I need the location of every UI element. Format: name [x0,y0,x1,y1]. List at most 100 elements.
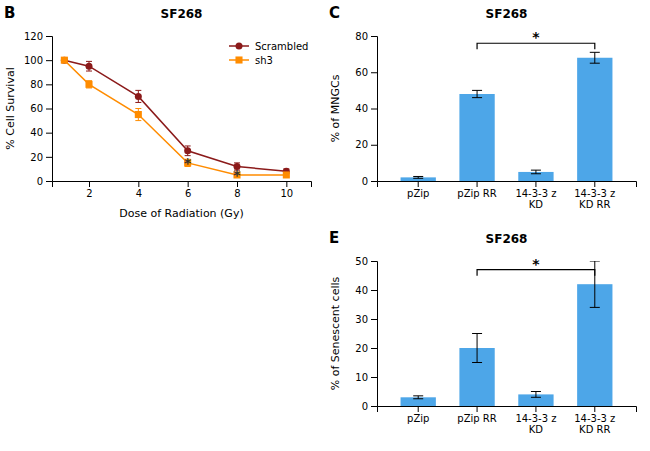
tick-label: 20 [30,152,43,163]
tick-label: 80 [30,79,43,90]
tick-label: 80 [355,31,368,42]
error-cap [590,261,600,262]
tick: 40 [355,103,377,114]
marker [61,57,68,64]
tick-mark [371,290,377,291]
tick-mark [46,133,52,134]
tick-mark [371,348,377,349]
error-bar [472,334,482,363]
tick: 2 [86,181,92,199]
error-cap [472,362,482,363]
tick-label: 40 [355,285,368,296]
tick: 0 [362,401,377,412]
error-cap [531,391,541,392]
error-cap [413,395,423,396]
marker [86,63,93,70]
tick-label: 60 [30,103,43,114]
error-bar [531,392,541,398]
axis-line [378,182,637,188]
axis-line [46,37,53,182]
tick: 10 [280,181,293,199]
panel-label: E [329,229,339,247]
tick: 8 [234,181,240,199]
legend-item: sh3 [229,55,273,66]
axis-line [371,262,378,407]
error-cap [531,173,541,174]
bar [401,177,436,181]
error-cap [413,176,423,177]
y-axis-label: % of MNGCs [329,74,342,142]
tick: pZip [407,406,429,424]
tick-label: 4 [136,188,142,199]
error-cap [472,333,482,334]
tick-mark [89,181,90,187]
tick: 40 [355,285,377,296]
tick-mark [418,406,419,412]
tick-mark [594,181,595,187]
error-bar [590,52,600,63]
legend-item: Scrambled [229,41,308,52]
error-line [477,90,478,97]
tick-mark [46,157,52,158]
tick-label: 0 [362,176,368,187]
tick-mark [535,406,536,412]
y-axis-label: % Cell Survival [4,67,17,149]
line [64,60,286,171]
tick-label: 14-3-3 zKD [515,188,556,210]
annotation: * [184,155,192,171]
tick-label: 14-3-3 zKD RR [574,413,615,435]
tick-mark [286,181,287,187]
marker [283,171,290,178]
panel: 020406080pZippZip RR14-3-3 zKD14-3-3 zKD… [329,4,637,210]
tick-label: 0 [37,176,43,187]
error-bar [413,176,423,178]
tick-mark [371,36,377,37]
error-bar [590,261,600,307]
tick: 20 [30,152,52,163]
title: SF268 [486,232,528,246]
tick: pZip RR [457,181,496,199]
plot-area: 020406080pZippZip RR14-3-3 zKD14-3-3 zKD… [355,29,636,210]
tick-label: 10 [280,188,293,199]
error-cap [135,120,141,121]
y-axis: 020406080100120 [24,31,53,187]
tick-mark [46,36,52,37]
tick-label: pZip [407,413,429,424]
data [401,261,613,406]
tick-mark [46,109,52,110]
tick: 60 [355,67,377,78]
x-axis: 2 4 6 8 10 [53,181,312,199]
error-bar [135,109,141,121]
tick: pZip RR [457,406,496,424]
error-cap [86,71,92,72]
tick-mark [477,406,478,412]
marker [135,93,142,100]
error-cap [590,63,600,64]
panel: 01020304050pZippZip RR14-3-3 zKD14-3-3 z… [329,229,637,435]
axis-line [378,407,637,413]
tick-mark [371,109,377,110]
error-bar [86,81,92,88]
error-cap [135,108,141,109]
tick-label: 14-3-3 zKD RR [574,188,615,210]
x-axis: pZippZip RR14-3-3 zKD14-3-3 zKD RR [378,406,637,435]
tick-mark [535,181,536,187]
tick: 20 [355,139,377,150]
tick-label: 40 [30,127,43,138]
plot-area: 020406080100120246810Scrambledsh3** [24,31,312,199]
legend-marker [235,56,242,63]
error-line [477,334,478,363]
tick: 40 [30,127,52,138]
y-axis: 0 20 40 60 80 [355,31,377,187]
tick: 80 [30,79,52,90]
tick: 30 [355,314,377,325]
tick-label: 60 [355,67,368,78]
tick-mark [371,377,377,378]
error-line [535,392,536,398]
tick-label: pZip RR [457,413,496,424]
plot-area: 01020304050pZippZip RR14-3-3 zKD14-3-3 z… [355,256,636,435]
series [61,57,290,175]
tick-label: 6 [185,188,191,199]
tick-label: pZip RR [457,188,496,199]
tick-label: 20 [355,343,368,354]
